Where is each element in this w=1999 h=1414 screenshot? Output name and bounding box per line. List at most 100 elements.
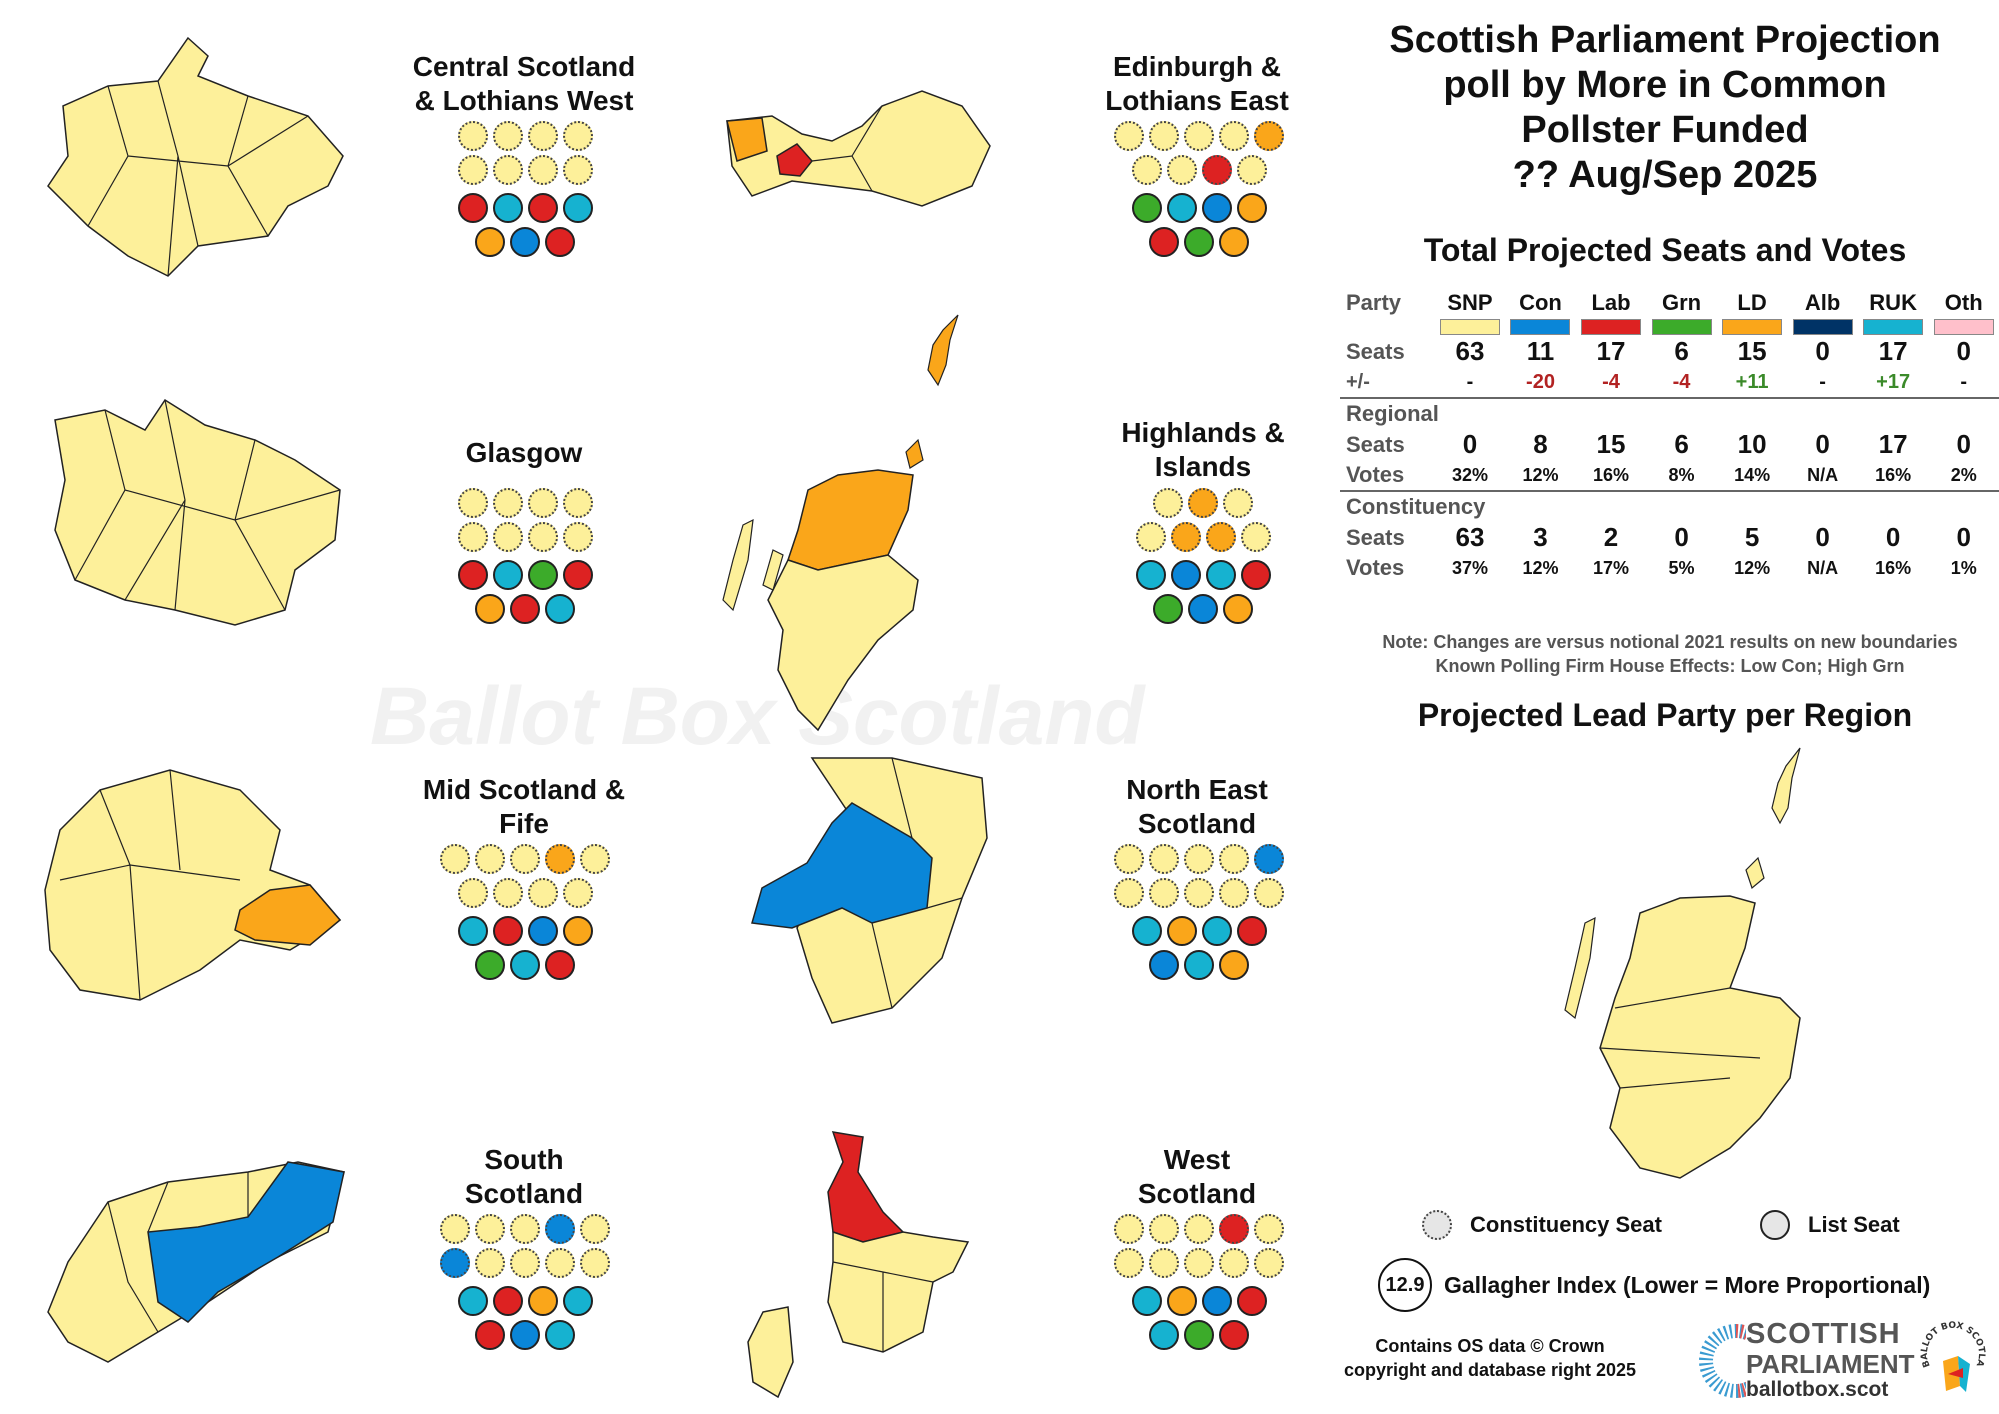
list-seat-con bbox=[510, 227, 540, 257]
list-seat-ruk bbox=[510, 950, 540, 980]
list-seat-con bbox=[527, 916, 558, 946]
constituency-seat-snp bbox=[1254, 1214, 1284, 1244]
party-name: RUK bbox=[1869, 290, 1917, 315]
gallagher-label: Gallagher Index (Lower = More Proportion… bbox=[1444, 1271, 1931, 1298]
list-seat-row bbox=[400, 193, 650, 227]
parliament-dots-icon bbox=[1699, 1324, 1746, 1398]
page-title: Scottish Parliament Projection poll by M… bbox=[1345, 18, 1985, 198]
region-title-line: Edinburgh & bbox=[1113, 51, 1281, 82]
regional-votes: 14% bbox=[1734, 464, 1771, 485]
list-seat-ruk bbox=[1135, 560, 1166, 590]
regional-seats-row: Seats 0 8 15 6 10 0 17 0 bbox=[1340, 429, 1999, 460]
constituency-seat-snp bbox=[1149, 121, 1179, 151]
list-seat-ruk bbox=[1205, 560, 1236, 590]
constituency-seat-snp bbox=[527, 121, 558, 151]
list-seat-lab bbox=[1219, 1320, 1249, 1350]
list-seat-lab bbox=[492, 916, 523, 946]
list-seat-grn bbox=[1131, 193, 1162, 223]
seat-change: - bbox=[1466, 370, 1474, 393]
list-seat-con bbox=[1188, 594, 1218, 624]
constituency-seat-snp bbox=[527, 155, 558, 185]
note-line: Known Polling Firm House Effects: Low Co… bbox=[1435, 656, 1905, 676]
region-title-line: Fife bbox=[499, 808, 549, 839]
note-line: Note: Changes are versus notional 2021 r… bbox=[1382, 632, 1958, 652]
list-seat-ld bbox=[1223, 594, 1253, 624]
region-title-line: Central Scotland bbox=[412, 51, 636, 82]
constituency-seat-snp bbox=[1114, 878, 1144, 908]
region-title: Glasgow bbox=[394, 436, 654, 470]
list-seat-ld bbox=[562, 916, 593, 946]
seat-total: 17 bbox=[1596, 336, 1626, 366]
region-title: Mid Scotland & Fife bbox=[394, 773, 654, 841]
credit-line: Contains OS data © Crown bbox=[1375, 1336, 1605, 1356]
list-seat-ruk bbox=[1184, 950, 1214, 980]
seat-change: - bbox=[1960, 370, 1968, 393]
constituency-seat-ld bbox=[1170, 522, 1201, 552]
constituency-seats: 2 bbox=[1603, 522, 1619, 552]
constituency-seat-row bbox=[1078, 522, 1328, 556]
swatch-cell bbox=[1435, 318, 1506, 336]
seat-grid bbox=[400, 844, 650, 984]
constituency-seat-snp bbox=[1114, 1248, 1144, 1278]
constituency-seat-lab bbox=[1201, 155, 1232, 185]
constituency-seat-snp bbox=[527, 522, 558, 552]
seat-grid bbox=[1078, 488, 1328, 628]
list-seat-row bbox=[1074, 916, 1324, 950]
region-title-line: North East bbox=[1126, 774, 1268, 805]
constituency-seat-snp bbox=[1135, 522, 1166, 552]
constituency-seat-snp bbox=[1254, 878, 1284, 908]
region-title-line: & Lothians West bbox=[414, 85, 634, 116]
regional-seats: 10 bbox=[1737, 429, 1767, 459]
list-seat-ld bbox=[527, 1286, 558, 1316]
change-row: +/- - -20 -4 -4 +11 - +17 - bbox=[1340, 367, 1999, 398]
row-label: Seats bbox=[1346, 338, 1405, 364]
total-seats-row: Seats 63 11 17 6 15 0 17 0 bbox=[1340, 336, 1999, 367]
region-title: Central Scotland & Lothians West bbox=[394, 50, 654, 118]
list-seat-con bbox=[1201, 1286, 1232, 1316]
constituency-seat-snp bbox=[1219, 121, 1249, 151]
list-seat-grn bbox=[475, 950, 505, 980]
regional-votes: 32% bbox=[1451, 464, 1488, 485]
constituency-seats: 5 bbox=[1744, 522, 1760, 552]
constituency-seat-snp bbox=[1254, 1248, 1284, 1278]
region-title-line: Scotland bbox=[464, 1178, 584, 1209]
constituency-seat-row bbox=[400, 844, 650, 878]
constituency-seat-snp bbox=[440, 1214, 470, 1244]
region-title-line: Scotland bbox=[1137, 1178, 1257, 1209]
list-seat-ruk bbox=[562, 1286, 593, 1316]
constituency-seat-snp bbox=[527, 488, 558, 518]
swatch-cell bbox=[1576, 318, 1647, 336]
map-mid-scotland-fife bbox=[40, 769, 350, 1010]
list-seat-lab bbox=[1236, 1286, 1267, 1316]
constituency-seat-con bbox=[440, 1248, 470, 1278]
party-color-swatch bbox=[1792, 319, 1853, 335]
region-title-line: Highlands & bbox=[1121, 417, 1285, 448]
constituency-seat-snp bbox=[1114, 844, 1144, 874]
logo-line2: PARLIAMENT bbox=[1746, 1349, 1915, 1379]
map-highlands-islands bbox=[688, 310, 959, 735]
constituency-seat-row bbox=[400, 155, 650, 189]
list-seat-row bbox=[1074, 1286, 1324, 1320]
party-name: Alb bbox=[1804, 290, 1841, 315]
list-seat-row bbox=[400, 560, 650, 594]
map-glasgow bbox=[54, 398, 345, 630]
list-seat-ld bbox=[475, 227, 505, 257]
region-title: North East Scotland bbox=[1067, 773, 1327, 841]
row-label: Seats bbox=[1346, 524, 1405, 550]
constituency-votes-row: Votes 37% 12% 17% 5% 12% N/A 16% 1% bbox=[1340, 553, 1999, 583]
list-seat-lab bbox=[510, 594, 540, 624]
constituency-seat-snp bbox=[510, 844, 540, 874]
footnote: Note: Changes are versus notional 2021 r… bbox=[1345, 630, 1995, 678]
seat-grid bbox=[400, 121, 650, 261]
constituency-seats: 0 bbox=[1815, 522, 1830, 552]
party-name: Grn bbox=[1661, 290, 1702, 315]
constituency-votes: N/A bbox=[1807, 557, 1839, 578]
list-seat-lab bbox=[545, 950, 575, 980]
constituency-seat-snp bbox=[562, 155, 593, 185]
constituency-seat-snp bbox=[562, 488, 593, 518]
constituency-seat-snp bbox=[580, 844, 610, 874]
seat-change: -4 bbox=[1672, 370, 1691, 393]
constituency-seat-row bbox=[1074, 878, 1324, 912]
gallagher-value: 12.9 bbox=[1378, 1258, 1432, 1312]
list-seat-grn bbox=[1184, 227, 1214, 257]
